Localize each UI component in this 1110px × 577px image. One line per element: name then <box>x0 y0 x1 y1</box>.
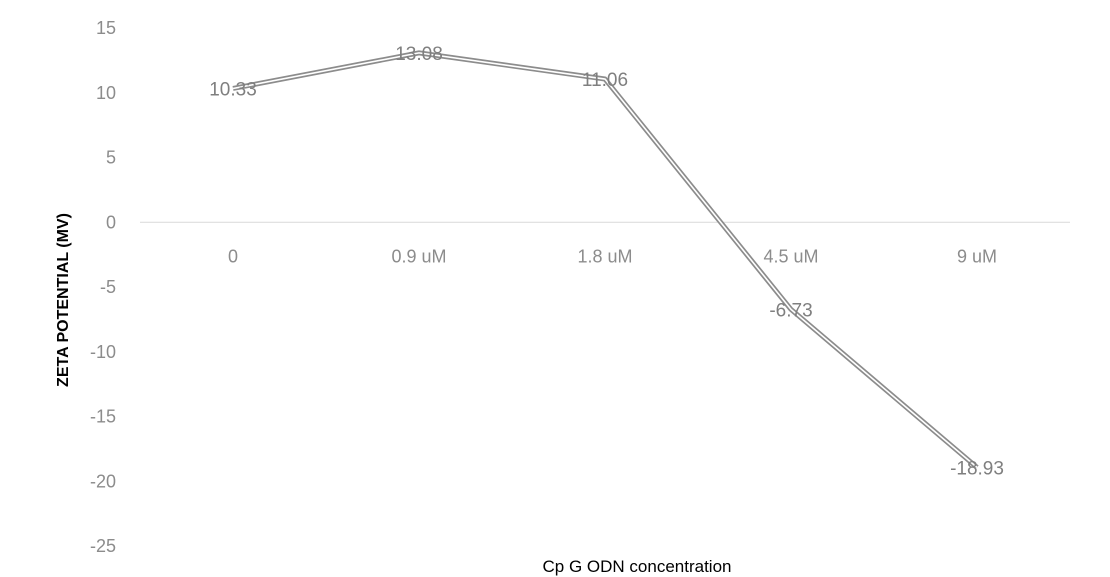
y-tick-label: 15 <box>96 18 116 38</box>
series-group <box>232 50 979 470</box>
y-tick-label: -25 <box>90 536 116 556</box>
y-axis-title: ZETA POTENTIAL (MV) <box>55 213 72 387</box>
y-tick-label: 10 <box>96 83 116 103</box>
data-label: 11.06 <box>582 70 628 91</box>
x-tick-label: 0.9 uM <box>391 246 446 266</box>
x-axis-title: Cp G ODN concentration <box>543 557 732 576</box>
x-tick-label: 1.8 uM <box>577 246 632 266</box>
x-tick-label: 0 <box>228 246 238 266</box>
data-label: -18.93 <box>950 458 1004 479</box>
y-tick-label: -20 <box>90 471 116 491</box>
data-label: -6.73 <box>769 300 812 321</box>
x-tick-label: 9 uM <box>957 246 997 266</box>
x-axis-ticks: 0 0.9 uM 1.8 uM 4.5 uM 9 uM <box>228 246 997 266</box>
data-labels: 10.33 13.08 11.06 -6.73 -18.93 <box>209 44 1004 480</box>
data-label: 13.08 <box>395 44 443 65</box>
y-tick-label: -5 <box>100 277 116 297</box>
y-tick-label: -15 <box>90 407 116 427</box>
y-tick-label: -10 <box>90 342 116 362</box>
data-label: 10.33 <box>209 79 257 100</box>
y-tick-label: 0 <box>106 212 116 232</box>
y-axis-ticks: -25 -20 -15 -10 -5 0 5 10 15 <box>90 18 116 556</box>
y-tick-label: 5 <box>106 148 116 168</box>
x-tick-label: 4.5 uM <box>763 246 818 266</box>
